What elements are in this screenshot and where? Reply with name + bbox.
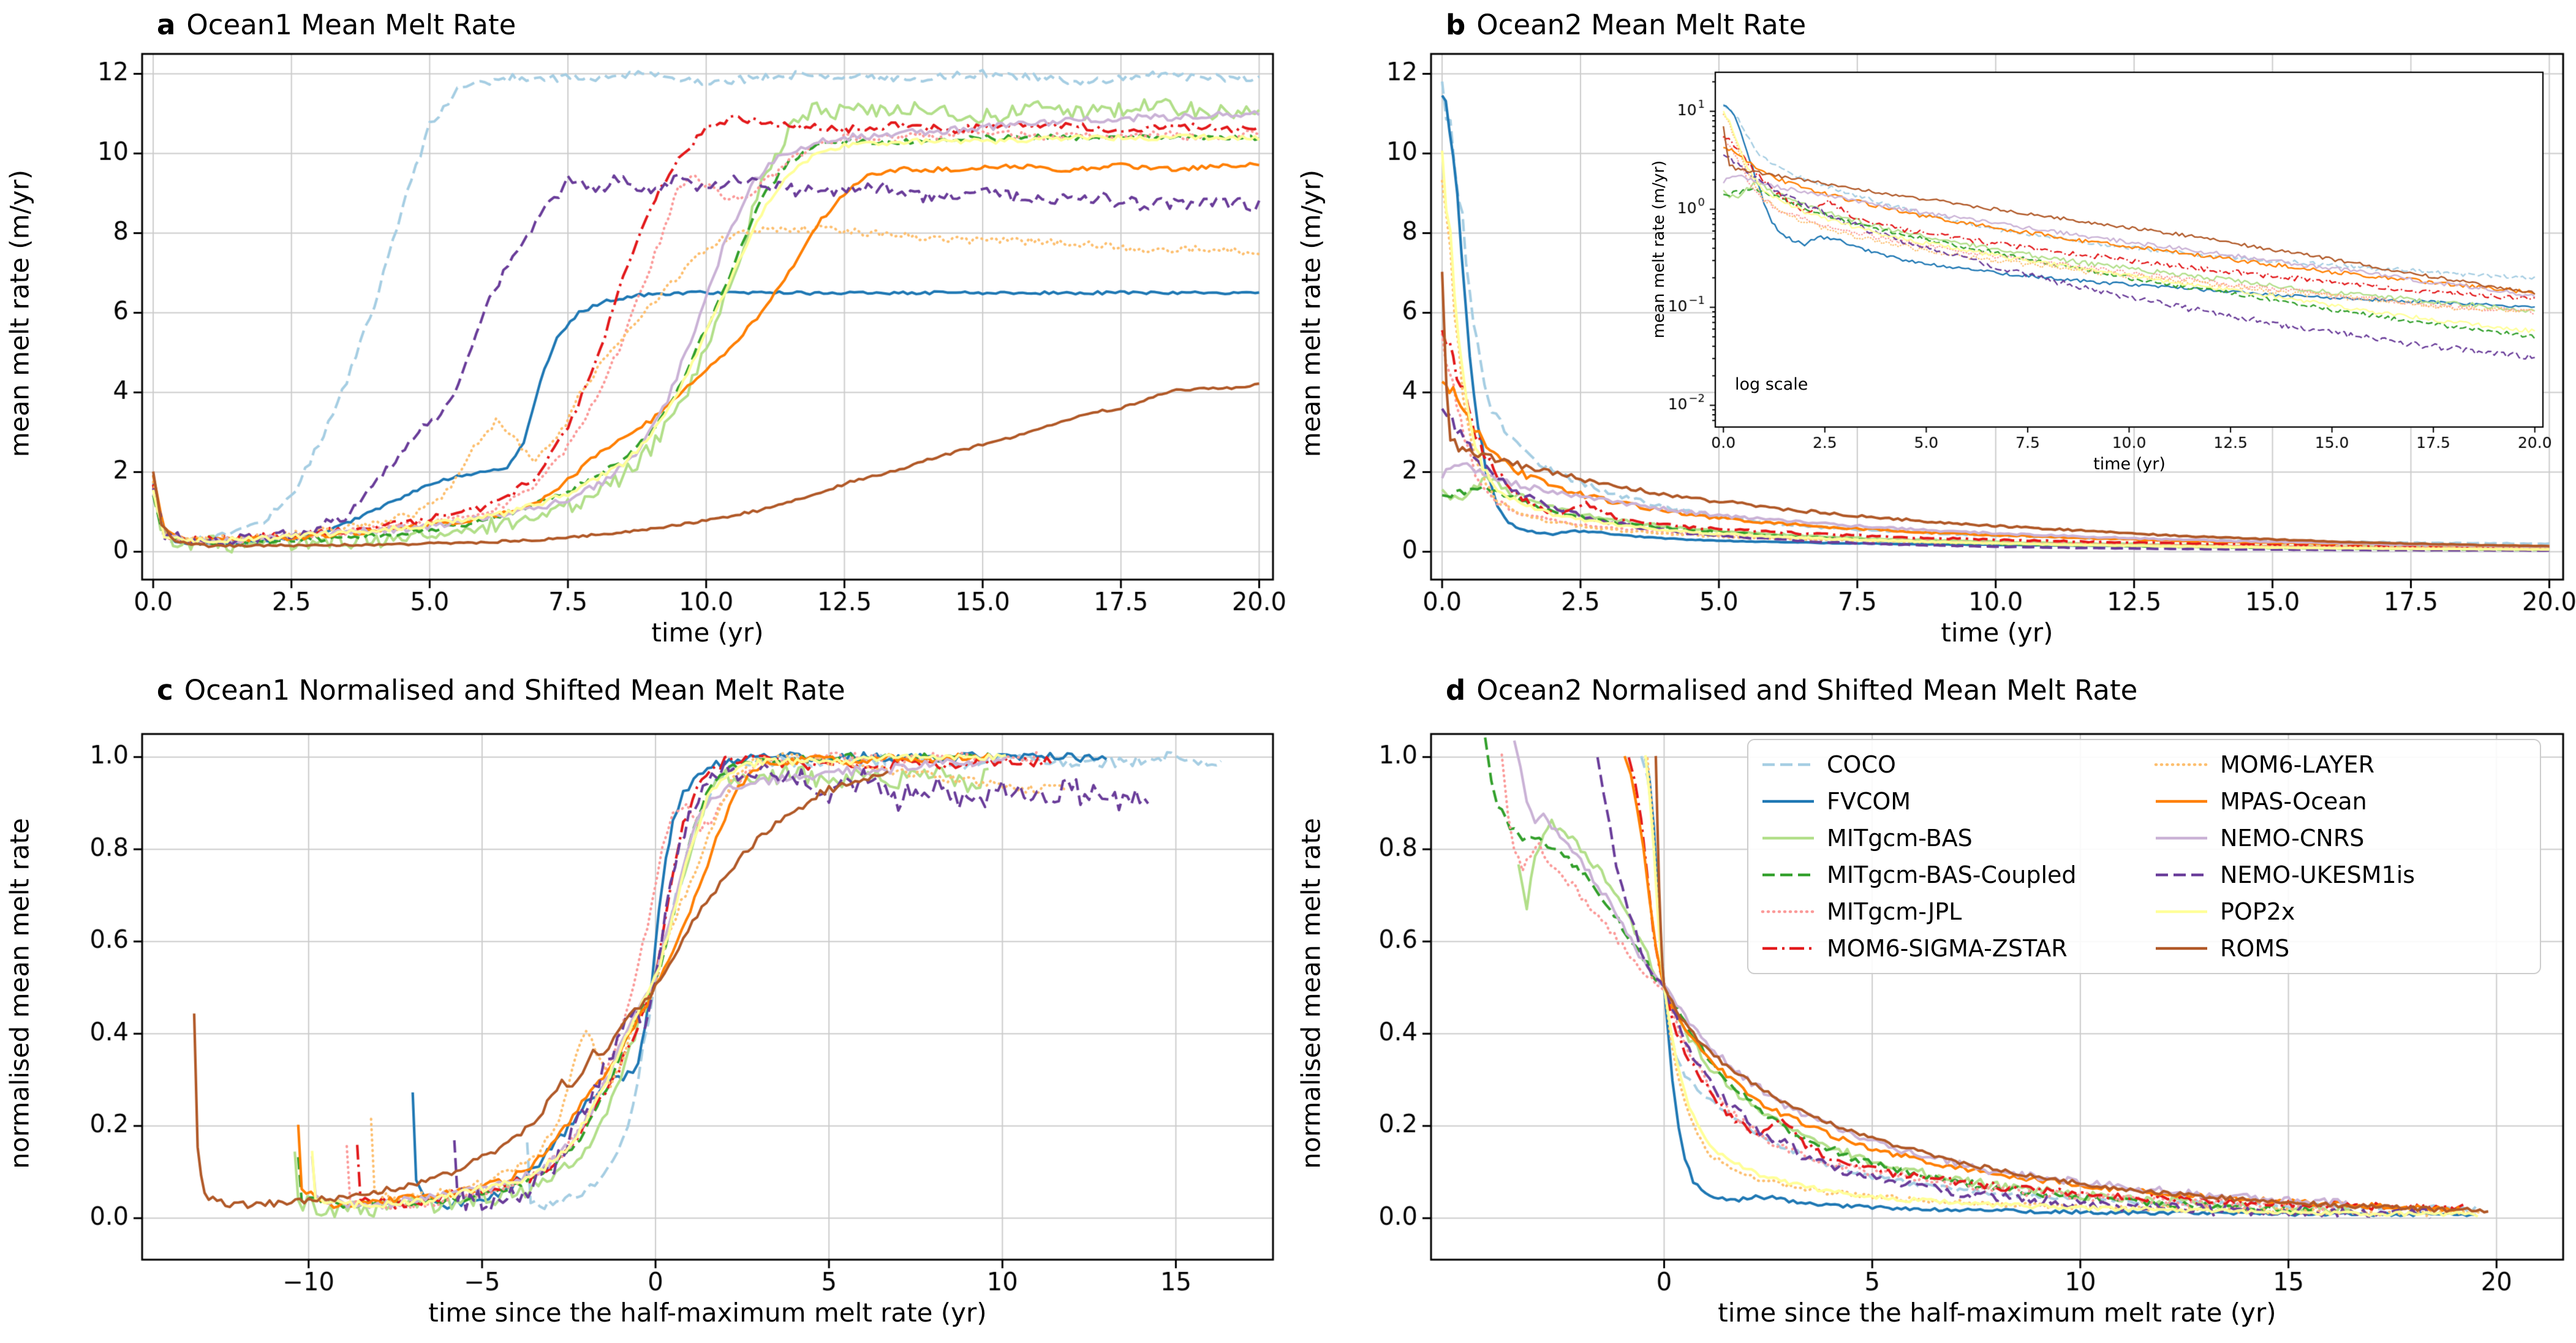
panel-d-tag: d — [1446, 674, 1466, 706]
legend-label: FVCOM — [1827, 788, 1911, 815]
legend-item-MITgcm-BAS-Coupled: MITgcm-BAS-Coupled — [1761, 861, 2138, 888]
panel-a-tag: a — [157, 9, 176, 41]
panel-b-title: b Ocean2 Mean Melt Rate — [1446, 9, 1806, 41]
legend-line-sample-icon — [1761, 910, 1816, 914]
panel-a-xlabel: time (yr) — [651, 618, 764, 648]
legend-label: ROMS — [2220, 935, 2290, 962]
legend-line-sample-icon — [1762, 800, 1814, 803]
panel-b-title-text: Ocean2 Mean Melt Rate — [1476, 9, 1807, 41]
panel-c-title-text: Ocean1 Normalised and Shifted Mean Melt … — [184, 674, 845, 706]
legend-item-NEMO-CNRS: NEMO-CNRS — [2154, 825, 2531, 852]
inset-log-scale-note: log scale — [1735, 375, 1808, 394]
legend: COCO FVCOM MITgcm-BAS MITgcm-BAS-Coupled MIT… — [1747, 739, 2541, 974]
legend-label: NEMO-UKESM1is — [2220, 861, 2415, 888]
legend-item-MITgcm-JPL: MITgcm-JPL — [1761, 898, 2138, 925]
panel-d-title: d Ocean2 Normalised and Shifted Mean Melt… — [1446, 674, 2137, 706]
panel-b-ylabel: mean melt rate (m/yr) — [1296, 169, 1326, 458]
panel-c-xlabel: time since the half-maximum melt rate (y… — [428, 1298, 987, 1328]
legend-item-MOM6-SIGMA-ZSTAR: MOM6-SIGMA-ZSTAR — [1761, 935, 2138, 962]
panel-c-ylabel: normalised mean melt rate — [4, 818, 35, 1169]
legend-label: MITgcm-BAS-Coupled — [1827, 861, 2077, 888]
panel-a-ylabel: mean melt rate (m/yr) — [4, 169, 35, 458]
panel-c-tag: c — [157, 674, 173, 706]
panel-d-title-text: Ocean2 Normalised and Shifted Mean Melt … — [1476, 674, 2138, 706]
panel-c-title: c Ocean1 Normalised and Shifted Mean Melt… — [157, 674, 845, 706]
legend-label: MITgcm-JPL — [1827, 898, 1962, 925]
legend-label: COCO — [1827, 751, 1896, 778]
panel-d-ylabel: normalised mean melt rate — [1296, 818, 1326, 1169]
panel-b-tag: b — [1446, 9, 1466, 41]
legend-item-NEMO-UKESM1is: NEMO-UKESM1is — [2154, 861, 2531, 888]
legend-item-MOM6-LAYER: MOM6-LAYER — [2154, 751, 2531, 778]
legend-label: NEMO-CNRS — [2220, 825, 2365, 852]
legend-line-sample-icon — [2156, 836, 2207, 840]
legend-item-ROMS: ROMS — [2154, 935, 2531, 962]
legend-grid: COCO FVCOM MITgcm-BAS MITgcm-BAS-Coupled MIT… — [1761, 751, 2531, 962]
legend-line-sample-icon — [2156, 873, 2207, 877]
inset-ylabel: mean melt rate (m/yr) — [1650, 160, 1668, 339]
legend-label: MOM6-LAYER — [2220, 751, 2375, 778]
panel-b-xlabel: time (yr) — [1941, 618, 2053, 648]
legend-line-sample-icon — [2156, 947, 2207, 950]
legend-label: MPAS-Ocean — [2220, 788, 2367, 815]
legend-line-sample-icon — [2156, 800, 2207, 803]
legend-line-sample-icon — [1762, 836, 1814, 840]
legend-item-COCO: COCO — [1761, 751, 2138, 778]
legend-item-MPAS-Ocean: MPAS-Ocean — [2154, 788, 2531, 815]
legend-item-MITgcm-BAS: MITgcm-BAS — [1761, 825, 2138, 852]
legend-label: MOM6-SIGMA-ZSTAR — [1827, 935, 2068, 962]
legend-label: MITgcm-BAS — [1827, 825, 1973, 852]
legend-line-sample-icon — [1762, 947, 1814, 950]
legend-label: POP2x — [2220, 898, 2295, 925]
legend-item-POP2x: POP2x — [2154, 898, 2531, 925]
legend-line-sample-icon — [1762, 873, 1814, 877]
panel-a-title: a Ocean1 Mean Melt Rate — [157, 9, 516, 41]
legend-line-sample-icon — [2156, 910, 2207, 914]
panel-a-title-text: Ocean1 Mean Melt Rate — [186, 9, 516, 41]
inset-xlabel: time (yr) — [2093, 455, 2166, 474]
panel-d-xlabel: time since the half-maximum melt rate (y… — [1718, 1298, 2276, 1328]
legend-line-sample-icon — [2154, 763, 2209, 766]
legend-line-sample-icon — [1762, 763, 1814, 766]
legend-item-FVCOM: FVCOM — [1761, 788, 2138, 815]
